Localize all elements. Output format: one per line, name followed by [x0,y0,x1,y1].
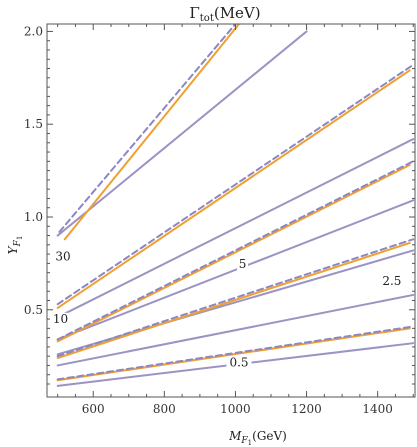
x-tick-label: 1000 [220,402,251,416]
orange-solid-line-2 [56,69,411,309]
contour-label-4: 2.5 [382,274,401,288]
orange-solid-line-1 [63,24,240,241]
chart-title: Γtot(MeV) [189,4,260,24]
x-axis-label: MF1(GeV) [228,429,287,447]
plot-frame [46,23,416,398]
y-tick-label: 2.0 [24,24,43,38]
y-tick-label: 0.5 [24,303,43,317]
dashed-line-3 [56,160,415,341]
dashed-line-1 [58,24,237,233]
x-tick-label: 1200 [291,402,322,416]
contour-label-2: 10 [53,312,68,326]
orange-solid-line-3 [56,164,411,343]
plot-lines [56,24,415,387]
contour-label-background [379,274,405,288]
x-tick-label: 600 [82,402,105,416]
contour-label-background [54,250,72,264]
dashed-line-4 [56,238,415,358]
contour-line-5 [56,293,415,367]
orange-solid-line-4 [56,241,411,360]
axis-ticks: 600 800 1000 1200 1400 0.5 1.0 1.5 2.0 [24,24,415,416]
y-tick-label: 1.0 [24,210,43,224]
contour-label-background [51,312,70,326]
dashed-line-5 [56,325,415,381]
contour-line-3 [56,199,415,341]
y-tick-label: 1.5 [24,117,43,131]
contour-label-1: 30 [55,250,70,264]
contour-label-background [237,258,249,272]
y-axis-label: YF1 [6,236,24,255]
contour-line-2 [56,138,415,319]
dashed-line-2 [56,63,415,306]
orange-solid-line-5 [56,327,411,382]
x-tick-label: 1400 [362,402,393,416]
x-tick-label: 800 [153,402,176,416]
contour-labels: 30 10 5 2.5 0.5 [51,250,405,370]
contour-label-5: 0.5 [229,355,248,369]
contour-label-background [226,356,252,370]
contour-label-3: 5 [239,257,247,271]
contour-line-1 [56,30,308,237]
